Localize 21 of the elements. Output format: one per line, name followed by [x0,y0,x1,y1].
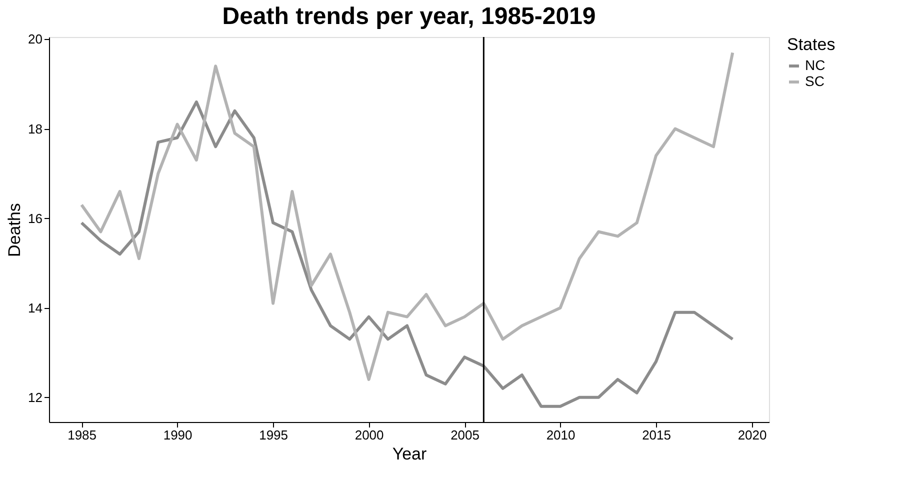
y-tick-label: 18 [28,121,42,136]
x-axis-title: Year [392,444,428,464]
legend-label: SC [805,73,824,89]
y-tick-label: 14 [28,300,42,316]
x-tick-label: 2020 [738,428,767,442]
legend-label: NC [805,57,826,73]
line-series [80,100,734,408]
x-tick-label: 2010 [546,428,576,442]
x-tick-label: 2000 [354,428,384,442]
x-tick-label: 2005 [450,428,480,442]
x-tick-label: 1995 [259,428,288,442]
chart-title: Death trends per year, 1985-2019 [222,3,596,30]
x-tick-label: 2015 [642,428,671,442]
y-axis-title: Deaths [5,203,24,257]
y-tick-label: 16 [28,210,42,226]
x-tick-label: 1990 [163,428,192,442]
y-tick-label: 20 [28,32,42,47]
legend-title: States [787,35,836,54]
y-tick-label: 12 [28,390,42,405]
x-tick-label: 1985 [68,428,97,442]
line-series [80,51,734,381]
